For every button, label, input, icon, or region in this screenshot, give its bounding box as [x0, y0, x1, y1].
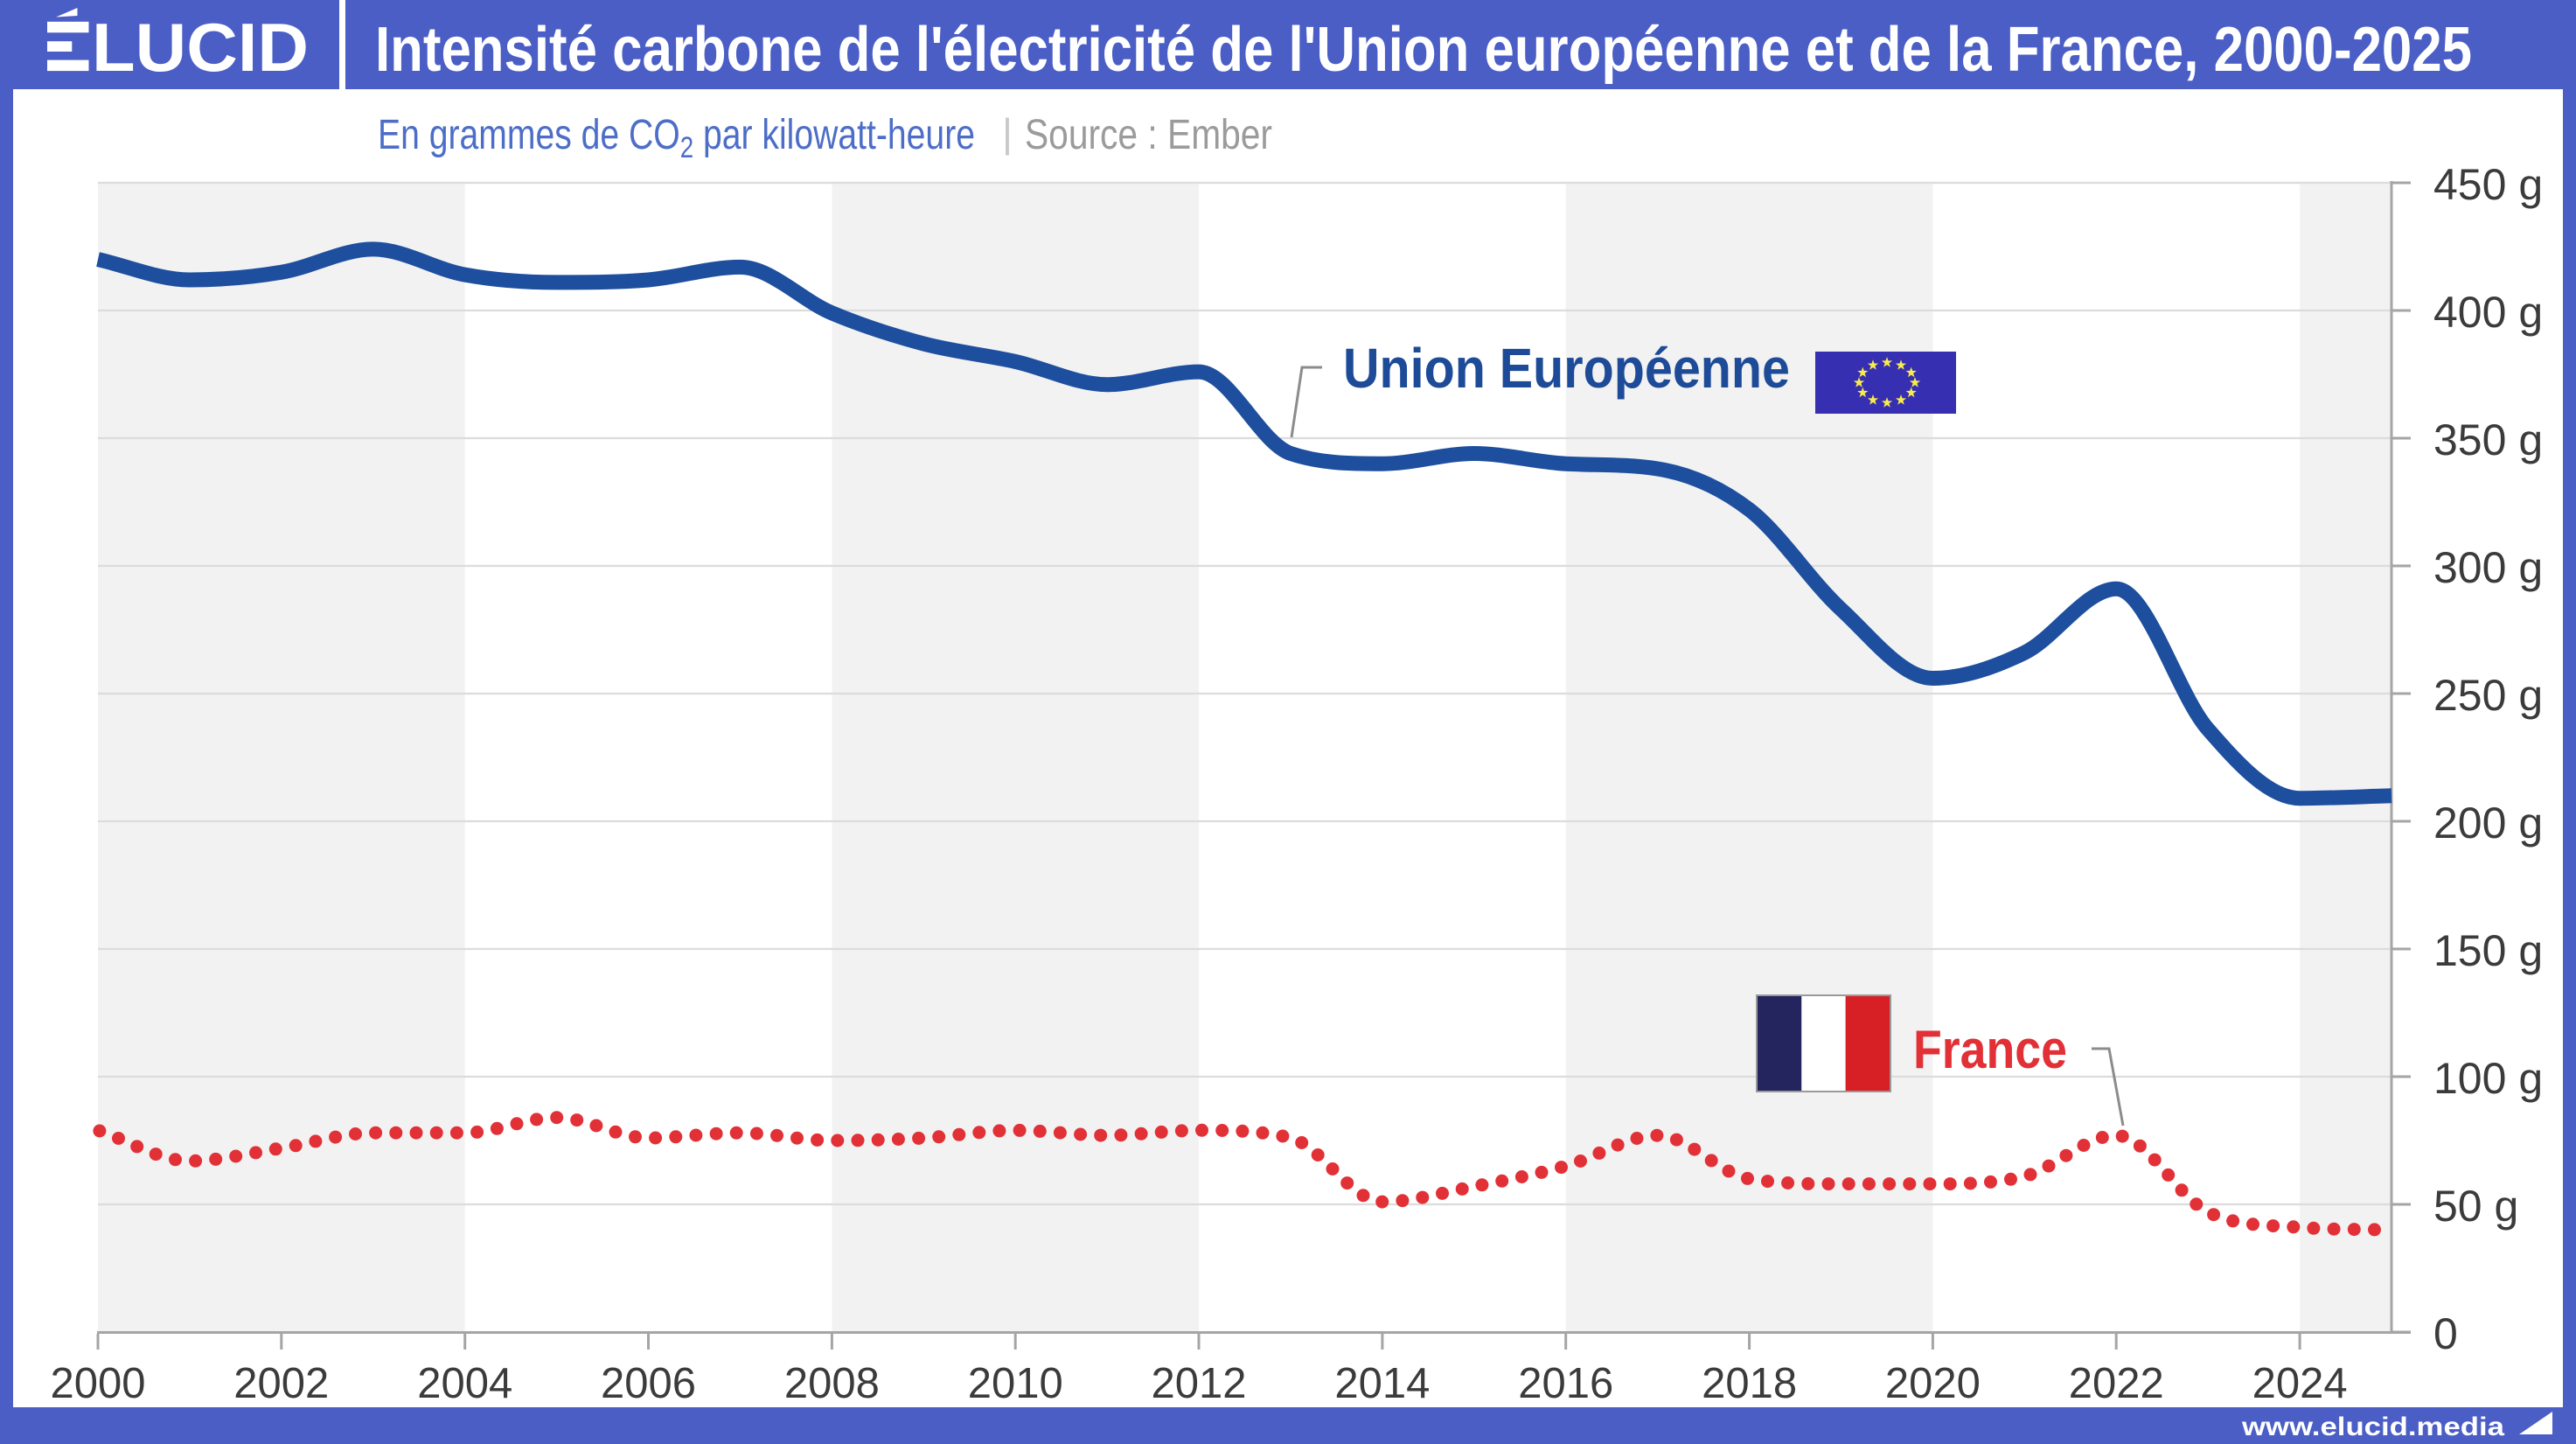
svg-text:400 g: 400 g — [2433, 288, 2543, 337]
svg-text:2012: 2012 — [1151, 1360, 1246, 1407]
svg-text:2000: 2000 — [50, 1360, 145, 1407]
svg-text:Intensité carbone de l'électri: Intensité carbone de l'électricité de l'… — [375, 15, 2472, 85]
svg-text:2010: 2010 — [968, 1360, 1063, 1407]
svg-text:LUCID: LUCID — [92, 9, 309, 86]
svg-text:www.elucid.media: www.elucid.media — [2241, 1413, 2505, 1441]
svg-text:450 g: 450 g — [2433, 160, 2543, 209]
svg-text:350 g: 350 g — [2433, 415, 2543, 464]
svg-text:250 g: 250 g — [2433, 671, 2543, 720]
svg-text:|: | — [1002, 110, 1013, 156]
svg-text:2016: 2016 — [1518, 1360, 1613, 1407]
svg-text:2008: 2008 — [784, 1360, 880, 1407]
svg-text:2002: 2002 — [233, 1360, 329, 1407]
svg-text:2004: 2004 — [417, 1360, 512, 1407]
svg-text:France: France — [1913, 1020, 2067, 1080]
svg-text:0: 0 — [2433, 1309, 2458, 1358]
svg-text:Source : Ember: Source : Ember — [1025, 112, 1272, 158]
svg-text:2006: 2006 — [601, 1360, 696, 1407]
svg-text:150 g: 150 g — [2433, 926, 2543, 975]
svg-text:2014: 2014 — [1334, 1360, 1430, 1407]
svg-text:2024: 2024 — [2252, 1360, 2348, 1407]
svg-text:2018: 2018 — [1702, 1360, 1797, 1407]
svg-text:100 g: 100 g — [2433, 1054, 2543, 1103]
svg-text:2020: 2020 — [1885, 1360, 1981, 1407]
svg-text:50 g: 50 g — [2433, 1182, 2518, 1231]
svg-text:200 g: 200 g — [2433, 799, 2543, 848]
svg-text:Union Européenne: Union Européenne — [1343, 337, 1790, 400]
svg-text:2022: 2022 — [2069, 1360, 2164, 1407]
svg-text:En grammes de CO2 par kilowatt: En grammes de CO2 par kilowatt-heure — [378, 112, 975, 164]
svg-text:300 g: 300 g — [2433, 543, 2543, 592]
